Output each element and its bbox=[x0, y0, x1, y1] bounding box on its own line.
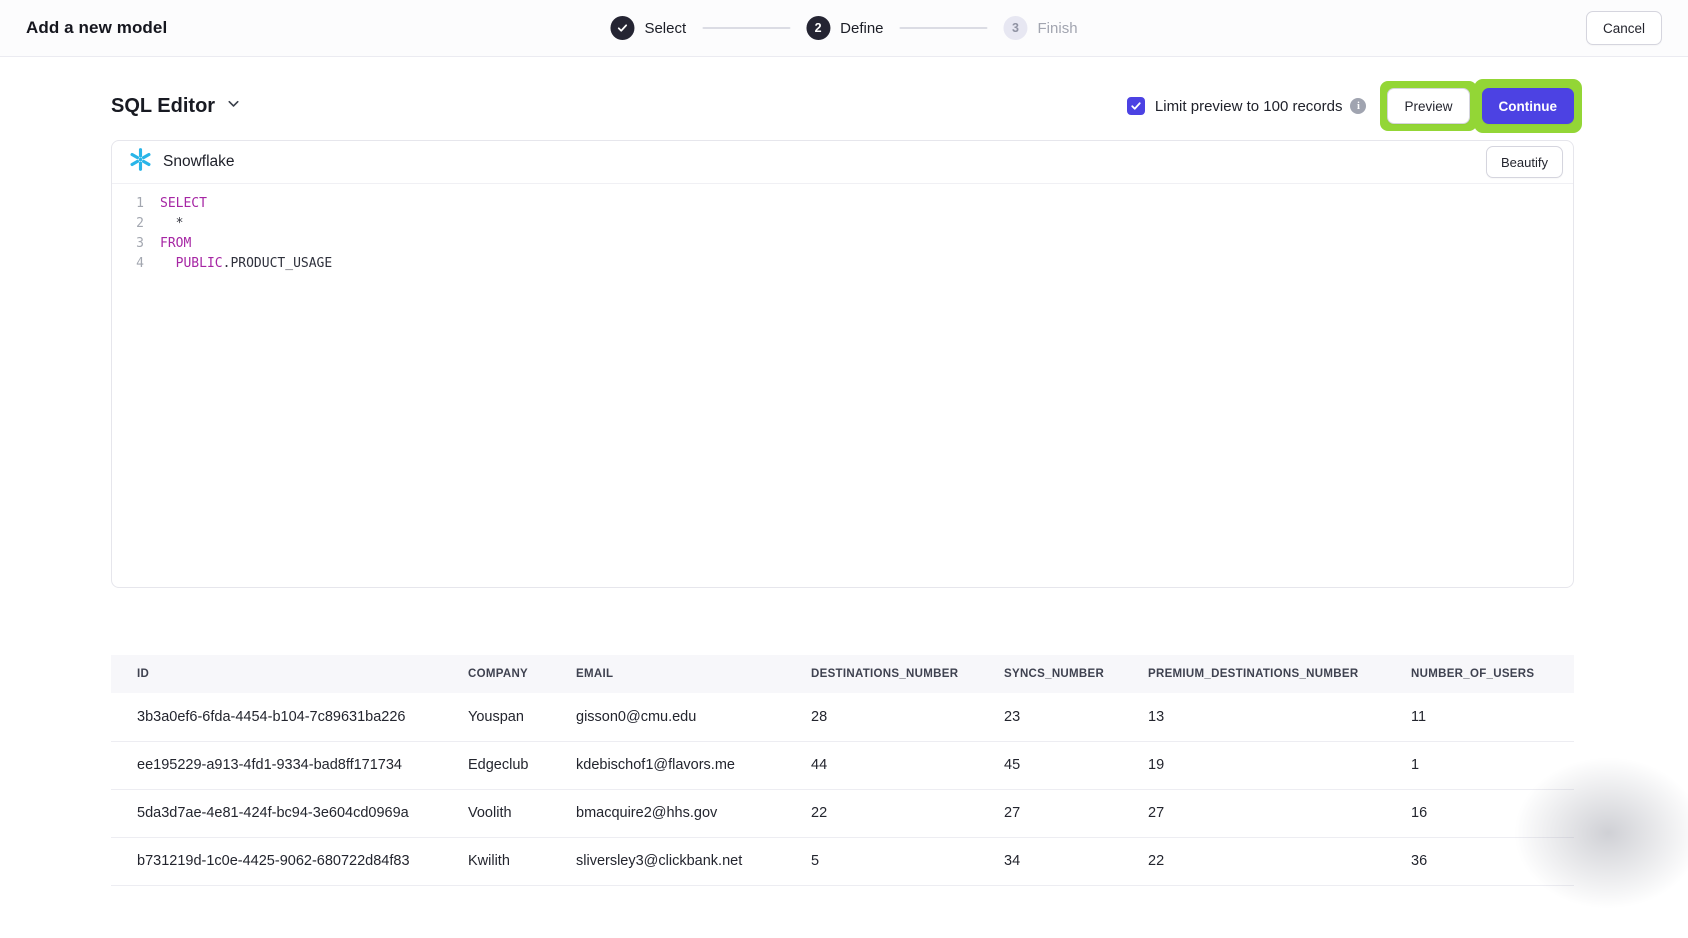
source-name: Snowflake bbox=[163, 153, 235, 170]
line-number: 2 bbox=[136, 216, 144, 231]
table-cell: 44 bbox=[811, 741, 1004, 790]
toolbar-actions: Limit preview to 100 records i Preview C… bbox=[1126, 79, 1582, 133]
table-cell: Edgeclub bbox=[468, 741, 576, 790]
annotation-highlight-continue: Continue bbox=[1473, 79, 1582, 133]
beautify-button[interactable]: Beautify bbox=[1486, 146, 1563, 178]
table-row: 5da3d7ae-4e81-424f-bc94-3e604cd0969a Vool… bbox=[111, 789, 1574, 838]
table-cell: 27 bbox=[1148, 789, 1411, 838]
table-cell: Voolith bbox=[468, 789, 576, 838]
table-cell: sliversley3@clickbank.net bbox=[576, 837, 811, 886]
table-cell: ee195229-a913-4fd1-9334-bad8ff171734 bbox=[111, 741, 468, 790]
step-finish-label: Finish bbox=[1037, 19, 1078, 37]
step-select-label: Select bbox=[644, 19, 687, 37]
editor-type-label: SQL Editor bbox=[111, 94, 216, 117]
table-cell: Youspan bbox=[468, 693, 576, 742]
table-cell: 13 bbox=[1148, 693, 1411, 742]
chevron-down-icon bbox=[225, 95, 242, 117]
limit-preview-label: Limit preview to 100 records bbox=[1154, 97, 1343, 115]
table-cell: Kwilith bbox=[468, 837, 576, 886]
table-header-row: ID COMPANY EMAIL DESTINATIONS_NUMBER SYNCS_N… bbox=[111, 655, 1574, 693]
table-cell: 5da3d7ae-4e81-424f-bc94-3e604cd0969a bbox=[111, 789, 468, 838]
editor-type-dropdown[interactable]: SQL Editor bbox=[111, 95, 242, 118]
table-cell: 11 bbox=[1411, 693, 1574, 742]
column-header: NUMBER_OF_USERS bbox=[1411, 668, 1535, 680]
step-select: Select bbox=[610, 16, 686, 40]
column-header: SYNCS_NUMBER bbox=[1004, 668, 1105, 680]
annotation-highlight-preview: Preview bbox=[1380, 81, 1477, 131]
code-line: 3 FROM bbox=[122, 234, 1573, 254]
table-cell: 45 bbox=[1004, 741, 1148, 790]
table-row: ee195229-a913-4fd1-9334-bad8ff171734 Edge… bbox=[111, 741, 1574, 790]
table-cell: 23 bbox=[1004, 693, 1148, 742]
info-icon[interactable]: i bbox=[1350, 98, 1367, 114]
main-content: SQL Editor Limit preview to 100 records … bbox=[111, 78, 1582, 886]
table-cell: gisson0@cmu.edu bbox=[576, 693, 811, 742]
line-number: 1 bbox=[136, 196, 144, 211]
table-cell: 28 bbox=[811, 693, 1004, 742]
table-cell: 1 bbox=[1411, 741, 1574, 790]
code-line: 4 PUBLIC.PRODUCT_USAGE bbox=[122, 254, 1573, 274]
step-finish: 3 Finish bbox=[1003, 16, 1078, 40]
table-row: 3b3a0ef6-6fda-4454-b104-7c89631ba226 Yous… bbox=[111, 693, 1574, 742]
table-cell: kdebischof1@flavors.me bbox=[576, 741, 811, 790]
column-header: DESTINATIONS_NUMBER bbox=[811, 668, 959, 680]
step-connector bbox=[899, 27, 988, 29]
editor-toolbar: SQL Editor Limit preview to 100 records … bbox=[111, 78, 1582, 134]
stepper: Select 2 Define 3 Finish bbox=[610, 0, 1078, 56]
table-cell: 3b3a0ef6-6fda-4454-b104-7c89631ba226 bbox=[111, 693, 468, 742]
column-header: COMPANY bbox=[468, 668, 529, 680]
preview-button[interactable]: Preview bbox=[1387, 88, 1470, 124]
column-header: EMAIL bbox=[576, 668, 614, 680]
code-text: * bbox=[160, 216, 184, 231]
line-number: 4 bbox=[136, 256, 144, 271]
sql-editor-panel: Snowflake Beautify 1 SELECT 2 * 3 FROM 4 PUBL… bbox=[111, 140, 1574, 588]
step-define: 2 Define bbox=[806, 16, 884, 40]
code-text: FROM bbox=[160, 236, 192, 251]
step-define-label: Define bbox=[840, 19, 884, 37]
page-title: Add a new model bbox=[26, 18, 168, 37]
table-row: b731219d-1c0e-4425-9062-680722d84f83 Kwil… bbox=[111, 837, 1574, 886]
step-define-number: 2 bbox=[806, 16, 831, 40]
column-header: ID bbox=[137, 668, 150, 680]
column-header: PREMIUM_DESTINATIONS_NUMBER bbox=[1148, 668, 1359, 680]
table-cell: 22 bbox=[811, 789, 1004, 838]
table-cell: 5 bbox=[811, 837, 1004, 886]
code-line: 1 SELECT bbox=[122, 194, 1573, 214]
table-cell: 34 bbox=[1004, 837, 1148, 886]
code-text: SELECT bbox=[160, 196, 207, 211]
table-cell: 36 bbox=[1411, 837, 1574, 886]
line-number: 3 bbox=[136, 236, 144, 251]
cancel-button[interactable]: Cancel bbox=[1585, 11, 1662, 45]
top-bar: Add a new model Select 2 Define 3 Finish… bbox=[0, 0, 1688, 57]
code-text: PUBLIC.PRODUCT_USAGE bbox=[175, 256, 333, 271]
table-cell: 16 bbox=[1411, 789, 1574, 838]
limit-preview-checkbox[interactable] bbox=[1126, 97, 1145, 115]
code-line: 2 * bbox=[122, 214, 1573, 234]
step-connector bbox=[702, 27, 791, 29]
check-icon bbox=[610, 16, 635, 40]
table-cell: 27 bbox=[1004, 789, 1148, 838]
table-cell: 19 bbox=[1148, 741, 1411, 790]
preview-table-container: ID COMPANY EMAIL DESTINATIONS_NUMBER SYNCS_N… bbox=[111, 655, 1574, 886]
continue-button[interactable]: Continue bbox=[1481, 88, 1574, 124]
sql-code-editor[interactable]: 1 SELECT 2 * 3 FROM 4 PUBLIC.PRODUCT_USAGE bbox=[112, 184, 1573, 274]
snowflake-icon bbox=[128, 147, 153, 177]
step-finish-number: 3 bbox=[1003, 16, 1028, 40]
preview-table: ID COMPANY EMAIL DESTINATIONS_NUMBER SYNCS_N… bbox=[111, 655, 1574, 886]
table-cell: bmacquire2@hhs.gov bbox=[576, 789, 811, 838]
table-cell: 22 bbox=[1148, 837, 1411, 886]
editor-header: Snowflake Beautify bbox=[112, 141, 1573, 184]
